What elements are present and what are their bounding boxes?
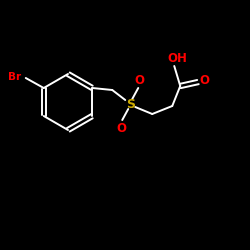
Text: OH: OH [167,52,187,64]
Text: O: O [134,74,144,86]
Text: O: O [199,74,209,88]
Text: O: O [116,122,126,134]
Text: Br: Br [8,72,21,82]
Text: S: S [126,98,135,110]
